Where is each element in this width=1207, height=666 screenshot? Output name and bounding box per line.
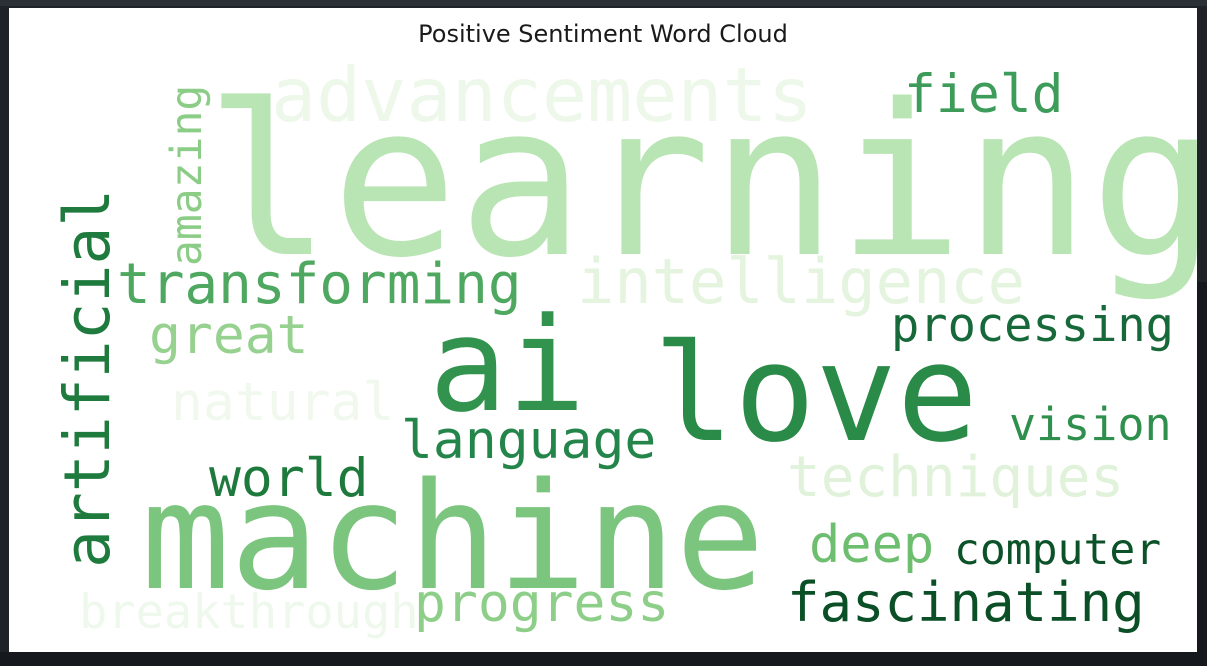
window-right-edge [1197, 282, 1207, 666]
word-amazing: amazing [162, 85, 212, 266]
word-natural: natural [171, 372, 394, 433]
word-breakthrough: breakthrough [79, 585, 419, 640]
word-fascinating: fascinating [787, 571, 1145, 634]
word-field: field [904, 64, 1064, 125]
word-love: love [653, 315, 978, 472]
word-computer: computer [954, 525, 1161, 575]
word-advancements: advancements [271, 51, 813, 139]
word-vision: vision [1009, 398, 1172, 451]
word-language: language [401, 410, 656, 471]
word-processing: processing [891, 298, 1174, 353]
word-machine: machine [141, 451, 765, 623]
window-top-strip [0, 0, 1207, 6]
window-bottom-strip [0, 652, 1207, 666]
word-great: great [149, 305, 309, 366]
word-intelligence: intelligence [577, 245, 1025, 318]
word-ai: ai [429, 289, 586, 441]
word-learning: learning [205, 59, 1197, 304]
word-deep: deep [809, 515, 934, 575]
word-progress: progress [414, 573, 669, 634]
chart-title: Positive Sentiment Word Cloud [418, 20, 788, 48]
word-transforming: transforming [117, 252, 522, 317]
word-world: world [209, 448, 369, 509]
chart-panel: Positive Sentiment Word Cloud learning ma… [9, 8, 1197, 652]
word-artificial: artificial [51, 189, 124, 568]
word-techniques: techniques [787, 445, 1124, 510]
